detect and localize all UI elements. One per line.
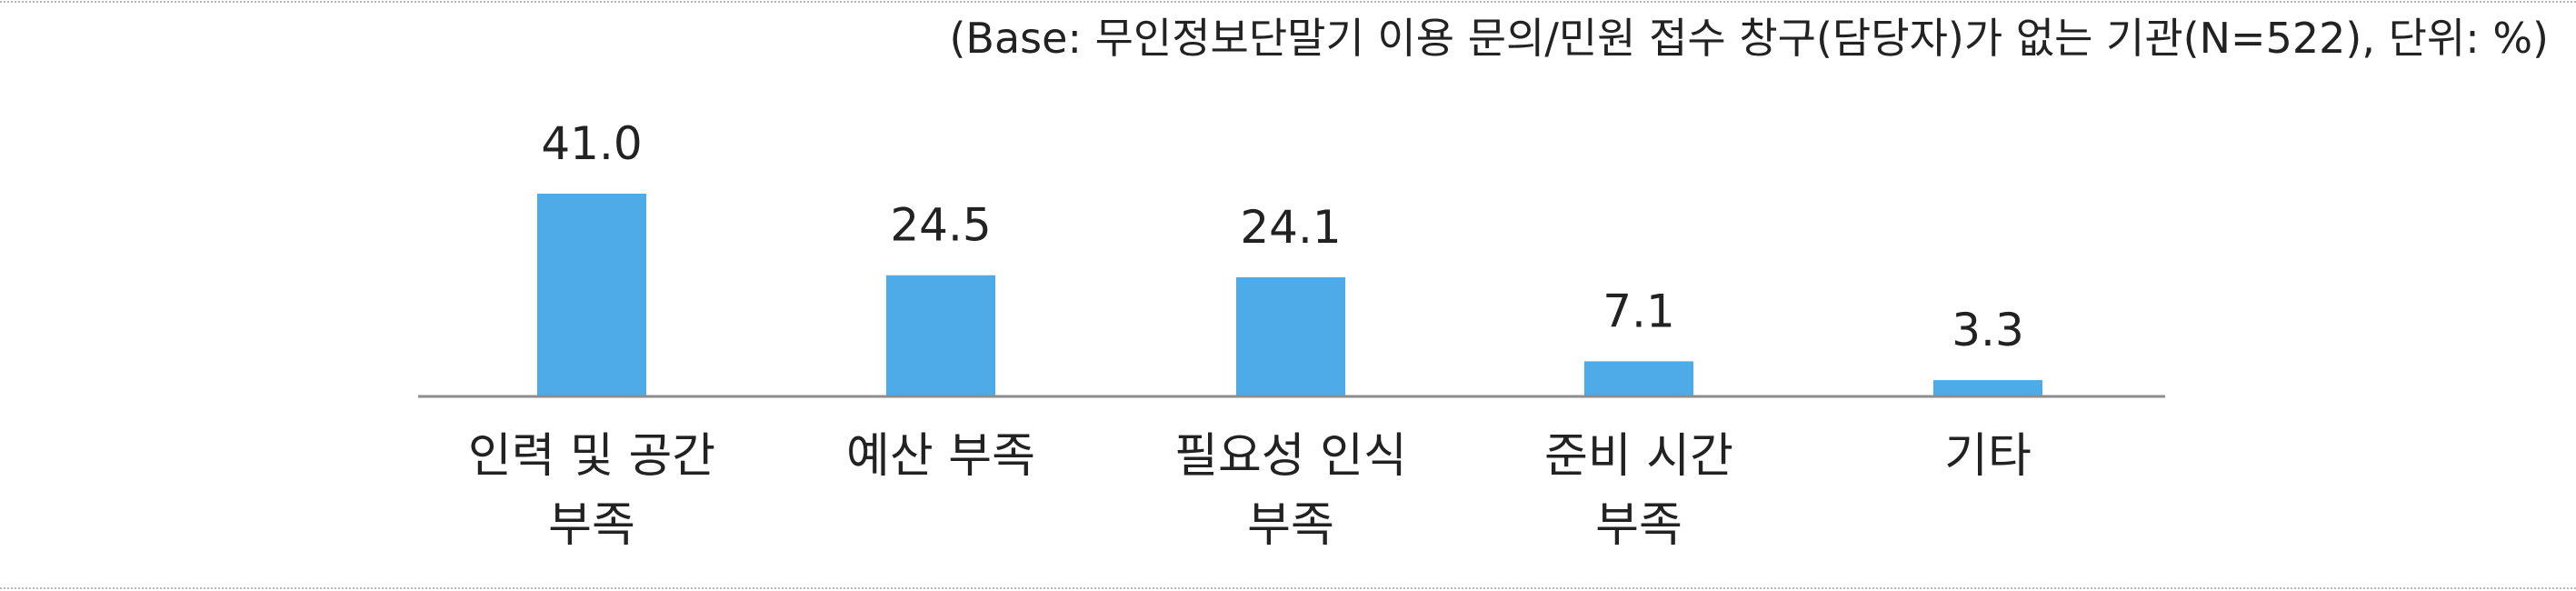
bar-3	[1236, 276, 1345, 396]
value-label-5: 3.3	[1952, 304, 2024, 356]
value-label-2: 24.5	[890, 199, 991, 252]
category-label-1-line-2: 부족	[548, 498, 635, 553]
base-note: (Base: 무인정보단말기 이용 문의/민원 접수 창구(담당자)가 없는 기…	[949, 14, 2549, 63]
bar-5	[1933, 380, 2042, 396]
value-label-3: 24.1	[1240, 201, 1341, 254]
category-label-2-line-1: 예산 부족	[846, 429, 1035, 484]
category-label-4-line-2: 부족	[1595, 498, 1682, 553]
category-label-5-line-1: 기타	[1944, 429, 2032, 484]
bar-4	[1584, 361, 1693, 396]
bottom-dotted-rule	[0, 587, 2576, 589]
value-label-1: 41.0	[541, 117, 642, 170]
category-label-3-line-1: 필요성 인식	[1174, 429, 1407, 484]
top-dotted-rule	[0, 1, 2576, 3]
bar-2	[886, 275, 995, 396]
category-label-3-line-2: 부족	[1247, 498, 1334, 553]
category-label-1-line-1: 인력 및 공간	[468, 429, 715, 484]
category-label-4-line-1: 준비 시간	[1544, 429, 1733, 484]
value-label-4: 7.1	[1603, 285, 1675, 337]
bar-1	[537, 194, 646, 396]
